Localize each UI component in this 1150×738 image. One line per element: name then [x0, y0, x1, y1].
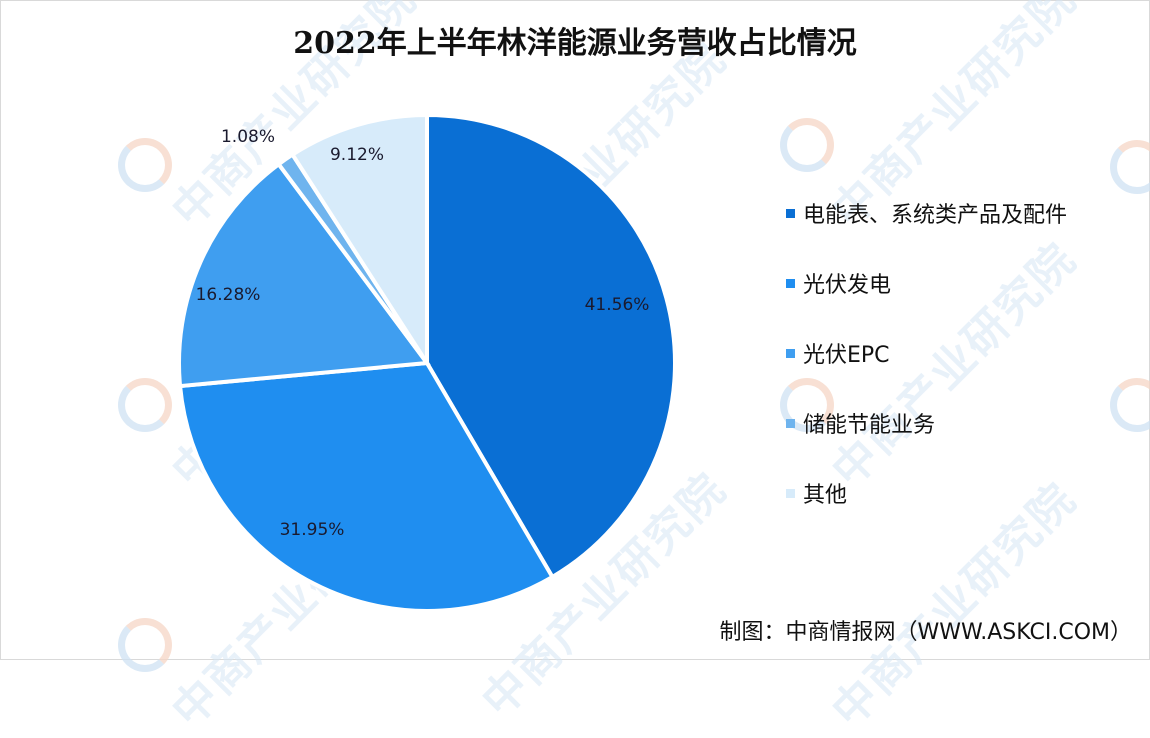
pie-slice	[289, 112, 429, 370]
pie-slice	[425, 112, 677, 580]
pie-slice-label: 41.56%	[584, 295, 650, 315]
pie-slice-label: 1.08%	[220, 127, 276, 147]
pie-slice-label: 31.95%	[279, 520, 345, 540]
pie-slice	[177, 360, 556, 613]
legend-label: 储能节能业务	[803, 413, 936, 438]
legend-label: 光伏EPC	[803, 343, 890, 368]
legend: 电能表、系统类产品及配件 光伏发电 光伏EPC 储能节能业务 其他	[786, 178, 1067, 528]
legend-marker-icon	[786, 488, 795, 498]
legend-marker-icon	[786, 348, 795, 358]
pie-slice-label: 16.28%	[195, 285, 261, 305]
pie-chart	[177, 112, 677, 613]
legend-marker-icon	[786, 208, 795, 218]
pie-slice	[177, 161, 431, 389]
legend-label: 光伏发电	[803, 273, 892, 298]
legend-item: 光伏EPC	[786, 318, 1067, 388]
legend-marker-icon	[786, 278, 795, 288]
chart-title: 2022年上半年林洋能源业务营收占比情况	[293, 26, 857, 61]
pie-slice-label: 9.12%	[329, 145, 385, 165]
legend-marker-icon	[786, 418, 795, 428]
legend-label: 电能表、系统类产品及配件	[803, 203, 1068, 228]
source-credit: 制图：中商情报网（WWW.ASKCI.COM）	[719, 620, 1132, 645]
legend-item: 电能表、系统类产品及配件	[786, 178, 1067, 248]
legend-item: 光伏发电	[786, 248, 1067, 318]
legend-item: 其他	[786, 458, 1067, 528]
legend-item: 储能节能业务	[786, 388, 1067, 458]
legend-label: 其他	[803, 483, 848, 508]
